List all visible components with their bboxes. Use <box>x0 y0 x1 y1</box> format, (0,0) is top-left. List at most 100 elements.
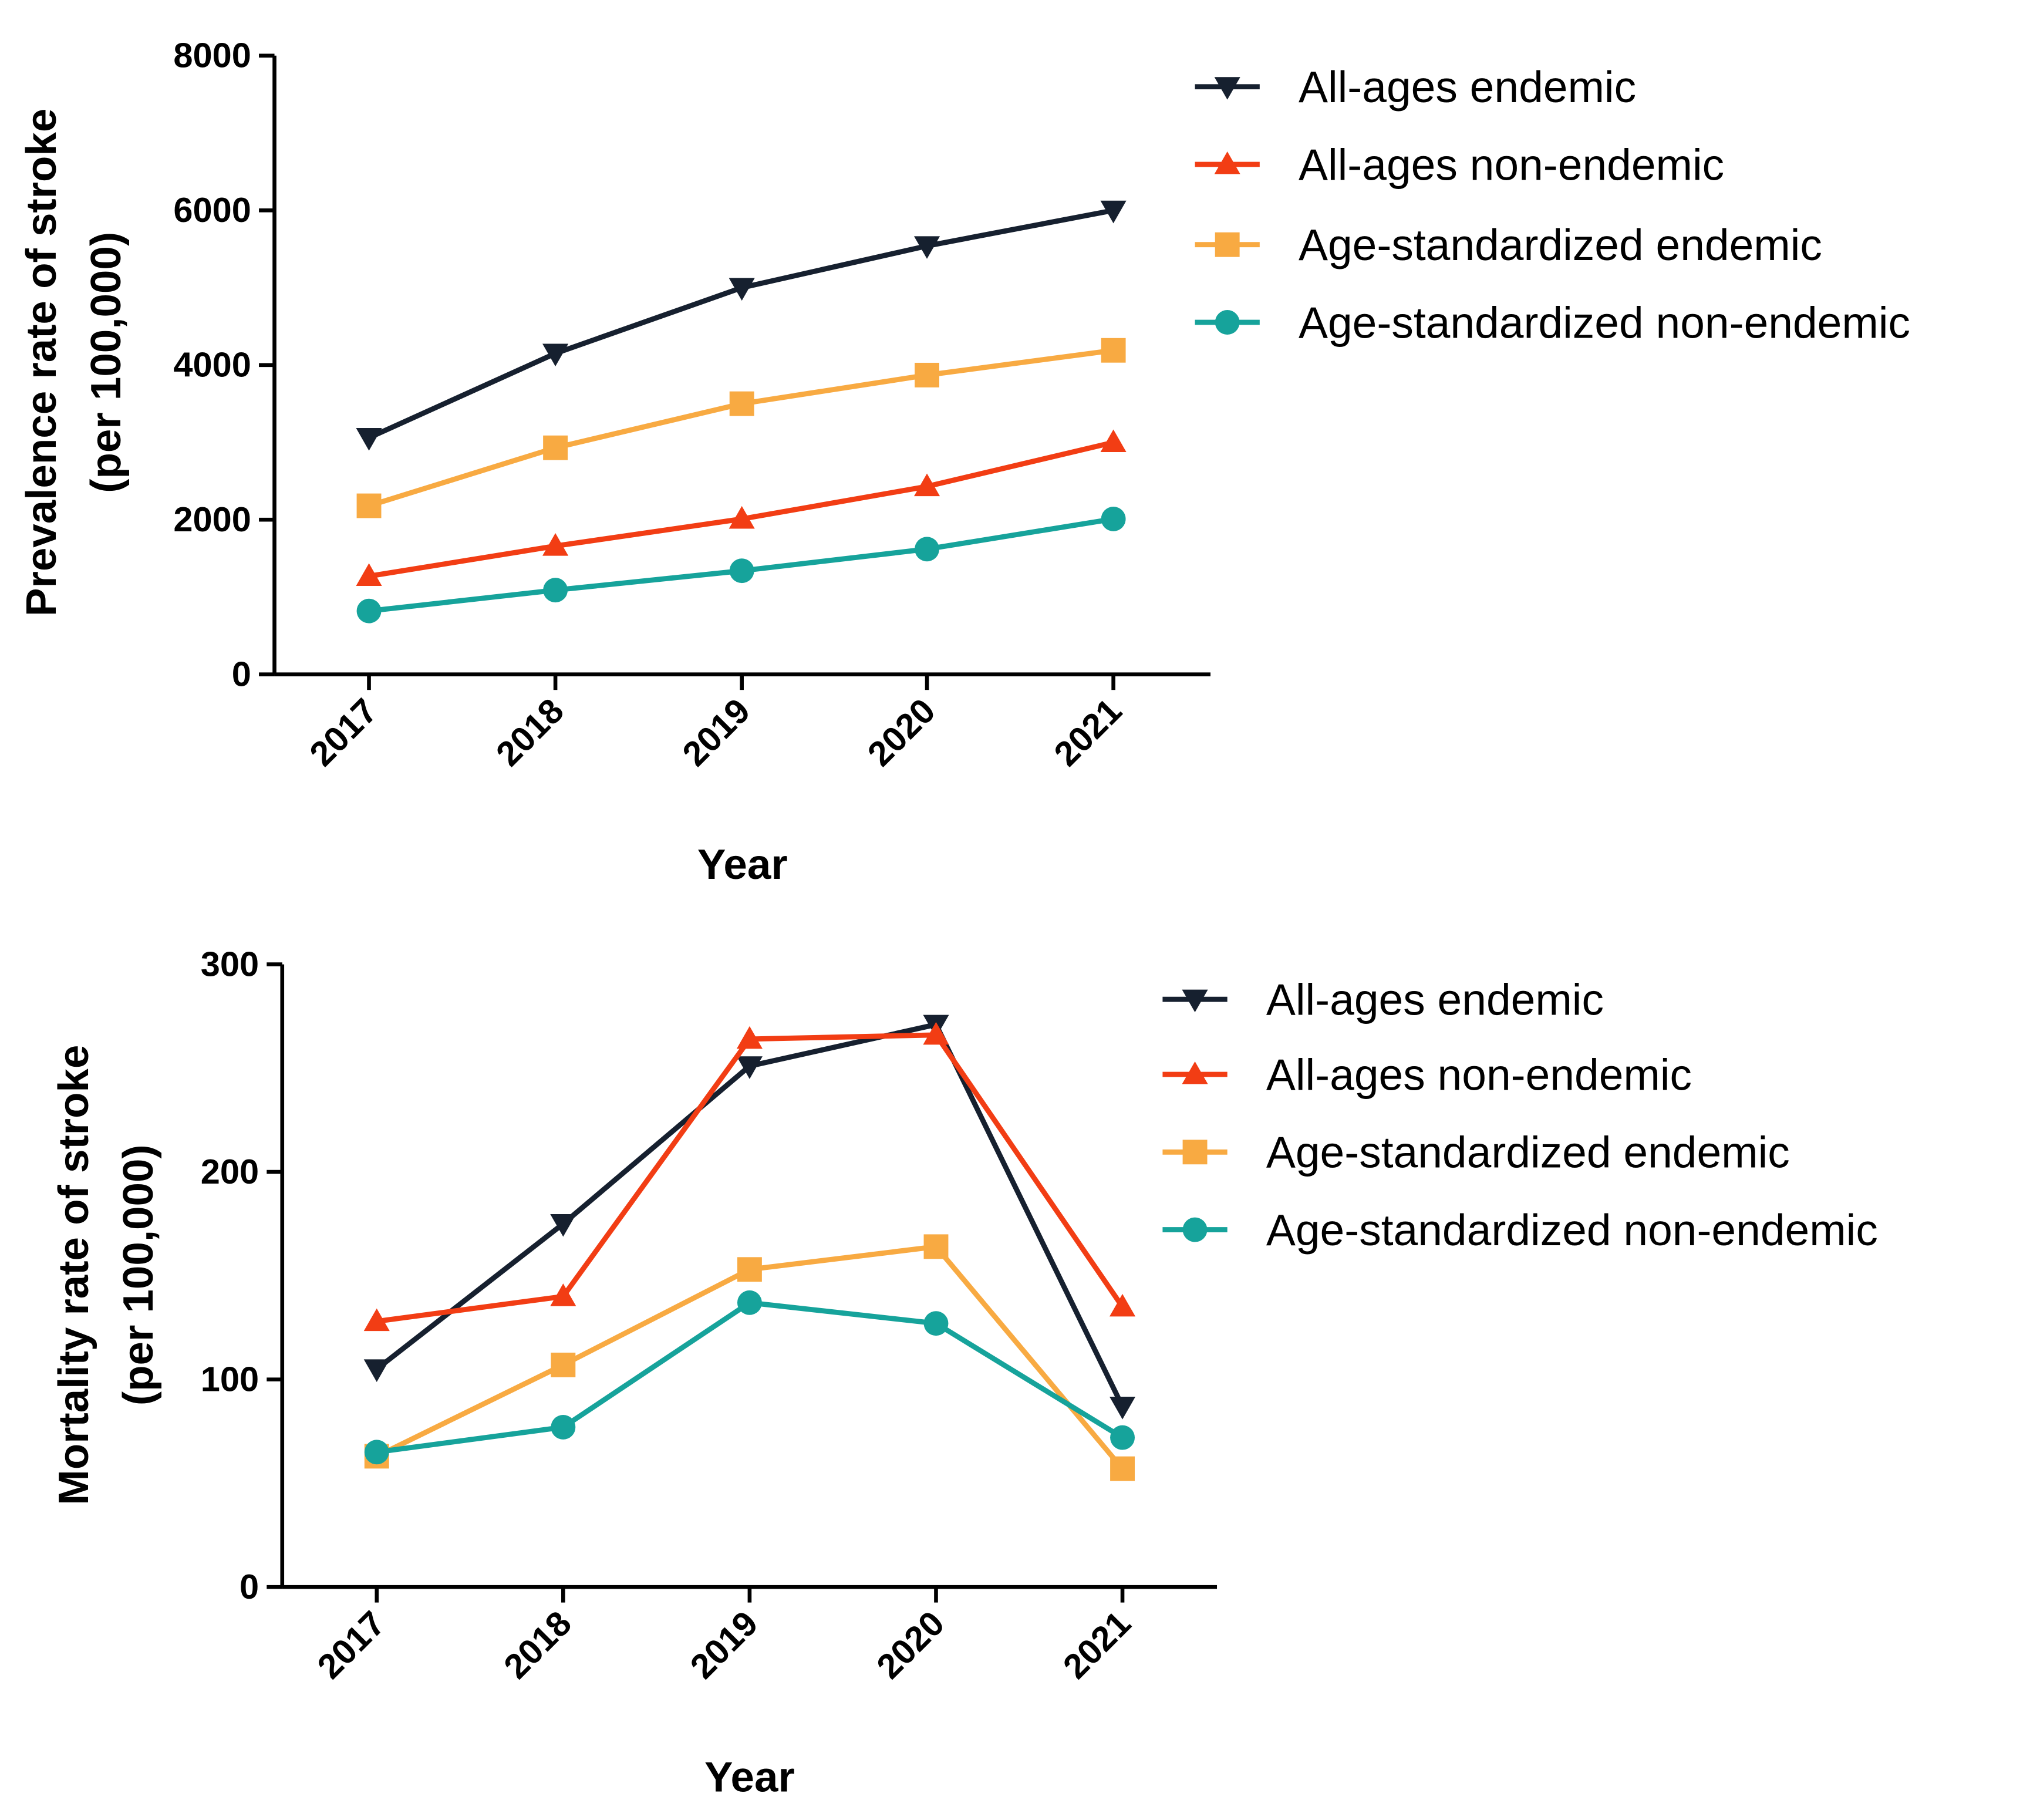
data-point <box>364 1440 389 1465</box>
data-point <box>1109 1397 1136 1420</box>
data-point <box>1101 338 1126 363</box>
x-tick-label: 2018 <box>488 691 571 774</box>
x-tick-label: 2019 <box>675 691 757 774</box>
series-age-standardized-non-endemic <box>364 1290 1135 1465</box>
data-point <box>1109 1293 1136 1317</box>
data-point <box>737 1257 762 1282</box>
legend-marker <box>1182 1061 1208 1084</box>
data-point <box>729 391 754 416</box>
legend-marker <box>1214 77 1240 100</box>
series-line <box>375 1022 1125 1408</box>
chart-2: 0 100 200 300 2017 2018 2019 2020 2021 Year Mortal… <box>50 944 1878 1801</box>
data-point <box>542 532 569 556</box>
data-point <box>923 1311 949 1336</box>
data-point <box>1110 1425 1135 1450</box>
x-tick-label: 2017 <box>310 1603 393 1686</box>
y-axis-label: (per 100,000) <box>114 1144 162 1406</box>
y-tick-label: 100 <box>201 1359 259 1398</box>
data-point <box>363 1359 390 1382</box>
legend-marker <box>1182 1140 1208 1165</box>
data-point <box>729 505 755 529</box>
legend-label: All-ages endemic <box>1266 975 1604 1024</box>
x-tick-label: 2017 <box>302 691 385 774</box>
legend-label: Age-standardized non-endemic <box>1266 1205 1878 1255</box>
data-point <box>913 473 940 497</box>
series-line <box>376 1300 1124 1455</box>
x-tick-label: 2020 <box>860 691 943 774</box>
legend-label: Age-standardized endemic <box>1266 1128 1790 1177</box>
y-tick-label: 0 <box>240 1567 259 1606</box>
data-point <box>913 236 940 259</box>
data-point <box>356 493 382 518</box>
legend-item: Age-standardized non-endemic <box>1162 1205 1878 1255</box>
legend-item: All-ages endemic <box>1162 975 1604 1024</box>
data-point <box>550 1214 576 1237</box>
data-point <box>356 563 382 586</box>
data-point <box>1101 506 1126 531</box>
series-all-ages-endemic <box>363 1015 1136 1420</box>
y-tick-label: 2000 <box>173 500 251 539</box>
series-all-ages-non-endemic <box>356 429 1127 586</box>
x-tick-label: 2021 <box>1056 1603 1138 1686</box>
data-point <box>543 435 568 460</box>
series-age-standardized-endemic <box>356 338 1126 518</box>
x-tick-label: 2019 <box>683 1603 766 1686</box>
y-axis-label: Prevalence rate of stroke <box>18 109 65 616</box>
data-point <box>1110 1456 1135 1481</box>
data-point <box>542 343 569 367</box>
legend-marker <box>1182 1217 1208 1242</box>
data-point <box>356 598 382 623</box>
legend-label: Age-standardized non-endemic <box>1299 298 1910 347</box>
data-point <box>923 1022 949 1045</box>
series-all-ages-endemic <box>356 200 1127 451</box>
data-point <box>729 278 755 301</box>
series-age-standardized-non-endemic <box>356 506 1126 623</box>
legend-item: Age-standardized non-endemic <box>1195 298 1910 347</box>
data-point <box>551 1352 576 1377</box>
legend-item: Age-standardized endemic <box>1195 220 1822 269</box>
y-tick-label: 300 <box>201 944 259 983</box>
data-point <box>363 1308 390 1332</box>
legend-item: All-ages endemic <box>1195 62 1636 112</box>
data-point <box>923 1234 949 1259</box>
x-axis-label: Year <box>697 841 788 888</box>
series-all-ages-non-endemic <box>363 1022 1136 1332</box>
y-axis-label: (per 100,000) <box>82 232 130 493</box>
series-line <box>368 348 1114 508</box>
data-point <box>1100 200 1127 224</box>
data-point <box>915 537 939 562</box>
legend-label: All-ages endemic <box>1299 62 1636 112</box>
x-tick-label: 2020 <box>869 1603 952 1686</box>
legend-item: All-ages non-endemic <box>1162 1050 1692 1099</box>
legend-item: All-ages non-endemic <box>1195 140 1724 189</box>
data-point <box>1100 429 1127 453</box>
y-tick-label: 6000 <box>173 190 251 230</box>
legend-marker <box>1214 151 1240 174</box>
data-point <box>356 428 382 451</box>
data-point <box>543 578 568 603</box>
legend-label: Age-standardized endemic <box>1299 220 1822 269</box>
y-tick-label: 200 <box>201 1152 259 1191</box>
chart-1: 0 2000 4000 6000 8000 2017 2018 2019 2020 2021 Yea… <box>18 36 1910 888</box>
y-axis-label: Mortality rate of stroke <box>50 1045 97 1505</box>
data-point <box>737 1290 762 1315</box>
y-tick-label: 0 <box>232 655 251 694</box>
legend-marker <box>1215 310 1240 335</box>
x-tick-label: 2021 <box>1046 691 1129 774</box>
data-point <box>736 1026 763 1049</box>
legend-marker <box>1215 232 1240 257</box>
y-tick-label: 8000 <box>173 36 251 75</box>
data-point <box>550 1283 576 1306</box>
legend-item: Age-standardized endemic <box>1162 1128 1790 1177</box>
legend-label: All-ages non-endemic <box>1266 1050 1692 1099</box>
data-point <box>729 558 754 584</box>
series-age-standardized-endemic <box>364 1234 1135 1481</box>
data-point <box>915 362 939 387</box>
x-tick-label: 2018 <box>496 1603 579 1686</box>
y-tick-label: 4000 <box>173 345 251 385</box>
legend-marker <box>1182 989 1208 1013</box>
data-point <box>736 1056 763 1079</box>
data-point <box>551 1414 576 1440</box>
legend-label: All-ages non-endemic <box>1299 140 1724 189</box>
